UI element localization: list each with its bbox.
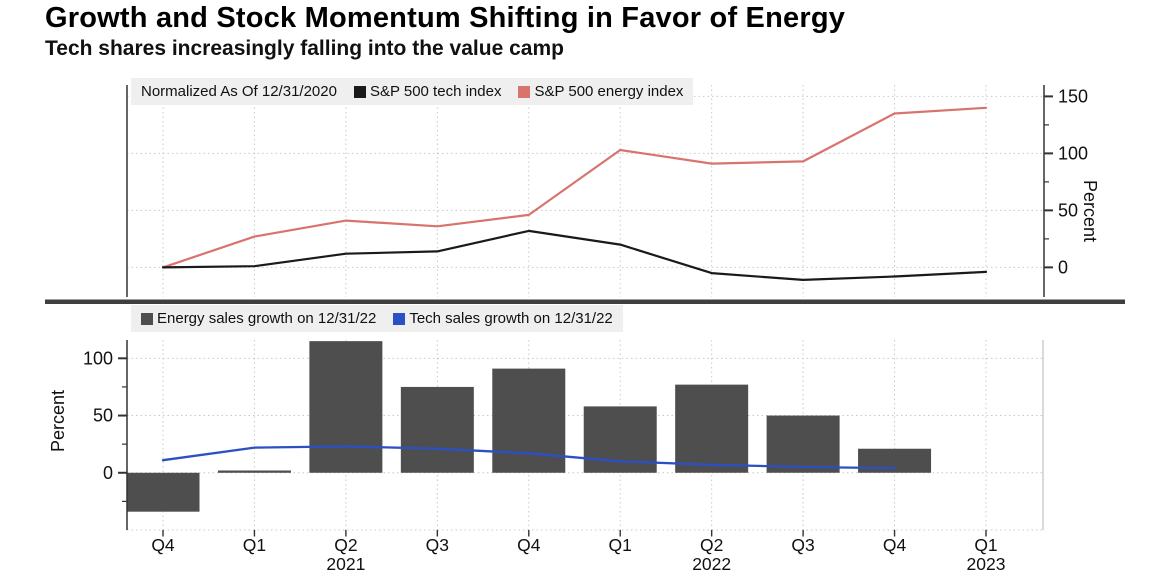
top-chart-legend: Normalized As Of 12/31/2020 S&P 500 tech… — [131, 78, 694, 105]
tech-index-label: S&P 500 tech index — [369, 83, 502, 100]
y-tick-label: 0 — [1058, 257, 1068, 277]
energy-sales-bar — [309, 341, 383, 473]
x-tick-label: Q3 — [426, 535, 449, 555]
x-year-label: 2021 — [326, 554, 365, 574]
tech-sales-label: Tech sales growth on 12/31/22 — [409, 310, 613, 327]
y-tick-label: 0 — [103, 463, 113, 483]
x-tick-label: Q1 — [974, 535, 997, 555]
y-tick-label: 100 — [1058, 143, 1088, 163]
energy-sales-bar — [766, 415, 840, 473]
energy-sales-bar — [492, 368, 566, 473]
energy-sales-bar — [675, 384, 749, 473]
legend-item-tech-index: S&P 500 tech index — [353, 83, 502, 100]
energy-sales-bar — [400, 386, 474, 473]
y-tick-label: 50 — [93, 406, 113, 426]
x-tick-label: Q3 — [791, 535, 814, 555]
legend-item-energy-sales: Energy sales growth on 12/31/22 — [141, 310, 376, 327]
legend-item-tech-sales: Tech sales growth on 12/31/22 — [393, 310, 613, 327]
energy-index-label: S&P 500 energy index — [534, 83, 684, 100]
bottom-chart-y-axis-title: Percent — [48, 389, 68, 452]
energy-sales-label: Energy sales growth on 12/31/22 — [157, 310, 377, 327]
y-tick-label: 150 — [1058, 86, 1088, 106]
y-tick-label: 50 — [1058, 200, 1078, 220]
bottom-chart-legend: Energy sales growth on 12/31/22 Tech sal… — [131, 305, 623, 332]
tech-sales-swatch-icon — [393, 312, 406, 325]
panel-divider — [45, 299, 1125, 304]
x-tick-label: Q1 — [609, 535, 632, 555]
chart-title: Growth and Stock Momentum Shifting in Fa… — [45, 2, 846, 34]
chart-subtitle: Tech shares increasingly falling into th… — [45, 37, 564, 60]
x-tick-label: Q4 — [517, 535, 541, 555]
energy-sales-swatch-icon — [141, 312, 153, 325]
top-chart-y-axis-title: Percent — [1080, 180, 1100, 243]
x-year-label: 2023 — [967, 554, 1006, 574]
energy-index-swatch-icon — [518, 85, 531, 98]
x-tick-label: Q2 — [334, 535, 357, 555]
x-year-label: 2022 — [692, 554, 731, 574]
legend-item-energy-index: S&P 500 energy index — [518, 83, 683, 100]
y-tick-label: 100 — [83, 348, 113, 368]
energy-sales-bar — [217, 470, 291, 473]
x-tick-label: Q4 — [883, 535, 907, 555]
tech-index-line — [161, 229, 988, 281]
normalization-note: Normalized As Of 12/31/2020 — [141, 83, 337, 100]
tech-index-swatch-icon — [353, 85, 366, 98]
x-tick-label: Q2 — [700, 535, 723, 555]
x-tick-label: Q4 — [151, 535, 175, 555]
energy-index-line — [161, 106, 988, 269]
tech-sales-line — [161, 445, 896, 470]
x-tick-label: Q1 — [243, 535, 266, 555]
energy-sales-bar — [126, 472, 200, 512]
